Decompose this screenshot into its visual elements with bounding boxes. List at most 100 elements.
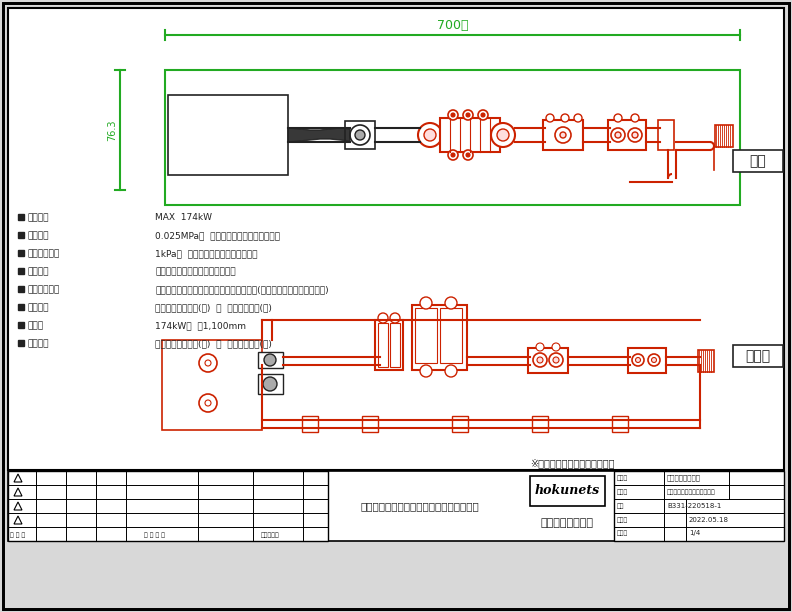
Bar [412, 305, 467, 370]
Text: 最大能力: 最大能力 [27, 214, 48, 223]
Text: 1kPa～  （バーナ手前に調整器設置）: 1kPa～ （バーナ手前に調整器設置） [155, 250, 257, 258]
Circle shape [355, 130, 365, 140]
Circle shape [451, 153, 455, 157]
Circle shape [418, 123, 442, 147]
Bar [18, 250, 24, 256]
Bar [733, 345, 783, 367]
Circle shape [463, 110, 473, 120]
Bar [258, 352, 283, 368]
Text: 燃焼予熱用バーナ（定格型）: 燃焼予熱用バーナ（定格型） [667, 489, 716, 494]
Text: hokunets: hokunets [535, 485, 600, 498]
Circle shape [199, 354, 217, 372]
Circle shape [615, 132, 621, 138]
Text: 火炎長: 火炎長 [27, 321, 43, 330]
Circle shape [451, 113, 455, 117]
Bar [18, 304, 24, 310]
Circle shape [561, 114, 569, 122]
Text: 尺　度: 尺 度 [617, 530, 628, 536]
Circle shape [264, 354, 276, 366]
Bar [165, 70, 740, 205]
Bar [415, 308, 437, 363]
Bar [18, 268, 24, 274]
Circle shape [466, 113, 470, 117]
Circle shape [445, 365, 457, 377]
Bar [375, 320, 403, 370]
Circle shape [378, 313, 388, 323]
Text: 番号: 番号 [617, 503, 625, 509]
Circle shape [549, 353, 563, 367]
Circle shape [481, 113, 485, 117]
Text: 燃焼方式: 燃焼方式 [27, 304, 48, 313]
Text: コンプレッサ式自動点火バーナ本体標準図: コンプレッサ式自動点火バーナ本体標準図 [360, 501, 479, 511]
Bar [345, 121, 375, 149]
Circle shape [632, 354, 644, 366]
Circle shape [628, 128, 642, 142]
Bar [612, 416, 628, 432]
Circle shape [635, 357, 641, 362]
Text: ガス供給圧力: ガス供給圧力 [27, 250, 59, 258]
Bar [8, 471, 328, 541]
Circle shape [560, 132, 566, 138]
Bar [18, 286, 24, 292]
Circle shape [536, 343, 544, 351]
Circle shape [555, 127, 571, 143]
Text: 火炎検知機能: 火炎検知機能 [27, 286, 59, 294]
Bar [258, 374, 283, 394]
Text: ※点火装置は省略されています: ※点火装置は省略されています [530, 458, 615, 468]
Bar [658, 120, 674, 150]
Bar [698, 350, 714, 372]
Bar [628, 348, 666, 373]
Bar [18, 340, 24, 346]
Bar [733, 150, 783, 172]
Text: 上面: 上面 [749, 154, 767, 168]
Circle shape [611, 128, 625, 142]
Bar [440, 118, 500, 152]
Circle shape [546, 114, 554, 122]
Bar [440, 308, 462, 363]
Circle shape [497, 129, 509, 141]
Text: 1/4: 1/4 [689, 530, 700, 536]
Bar [452, 416, 468, 432]
Text: 174kW時  約1,100mm: 174kW時 約1,100mm [155, 321, 246, 330]
Circle shape [463, 150, 473, 160]
Circle shape [445, 297, 457, 309]
Bar [543, 120, 583, 150]
Text: 製図日: 製図日 [617, 517, 628, 523]
Text: 石川可鍛製鉄　様: 石川可鍛製鉄 様 [667, 475, 701, 481]
Bar [8, 8, 784, 470]
Bar [18, 322, 24, 328]
Circle shape [552, 343, 560, 351]
Circle shape [420, 297, 432, 309]
Text: フレームロッド式・バーナーコントローラ(ホト゛フレーム検知リレー): フレームロッド式・バーナーコントローラ(ホト゛フレーム検知リレー) [155, 286, 329, 294]
Bar [18, 214, 24, 220]
Text: ホクネツ株式会社: ホクネツ株式会社 [540, 518, 593, 528]
Bar [715, 125, 733, 147]
Circle shape [553, 357, 559, 363]
Text: 左側面: 左側面 [745, 349, 771, 363]
Text: 燃焼方式: 燃焼方式 [27, 340, 48, 348]
Bar [8, 471, 784, 541]
Circle shape [448, 150, 458, 160]
Circle shape [537, 357, 543, 363]
Circle shape [448, 110, 458, 120]
Circle shape [491, 123, 515, 147]
Circle shape [574, 114, 582, 122]
Bar [528, 348, 568, 373]
Bar [608, 120, 646, 150]
Text: 2022.05.18: 2022.05.18 [689, 517, 729, 523]
Bar [614, 471, 784, 541]
Text: パイロットライン(小)  ー  メインライン(大): パイロットライン(小) ー メインライン(大) [155, 304, 272, 313]
Circle shape [533, 353, 547, 367]
Bar [530, 476, 605, 506]
Text: 700～: 700～ [436, 19, 468, 32]
Circle shape [631, 114, 639, 122]
Circle shape [420, 365, 432, 377]
Circle shape [350, 125, 370, 145]
Polygon shape [288, 128, 350, 142]
Circle shape [390, 313, 400, 323]
Bar [378, 323, 388, 367]
Text: 自動点火・手動点火（着火点火）: 自動点火・手動点火（着火点火） [155, 267, 236, 277]
Text: 変更　承認: 変更 承認 [261, 532, 280, 538]
Text: B331-220518-1: B331-220518-1 [667, 503, 722, 509]
Bar [302, 416, 318, 432]
